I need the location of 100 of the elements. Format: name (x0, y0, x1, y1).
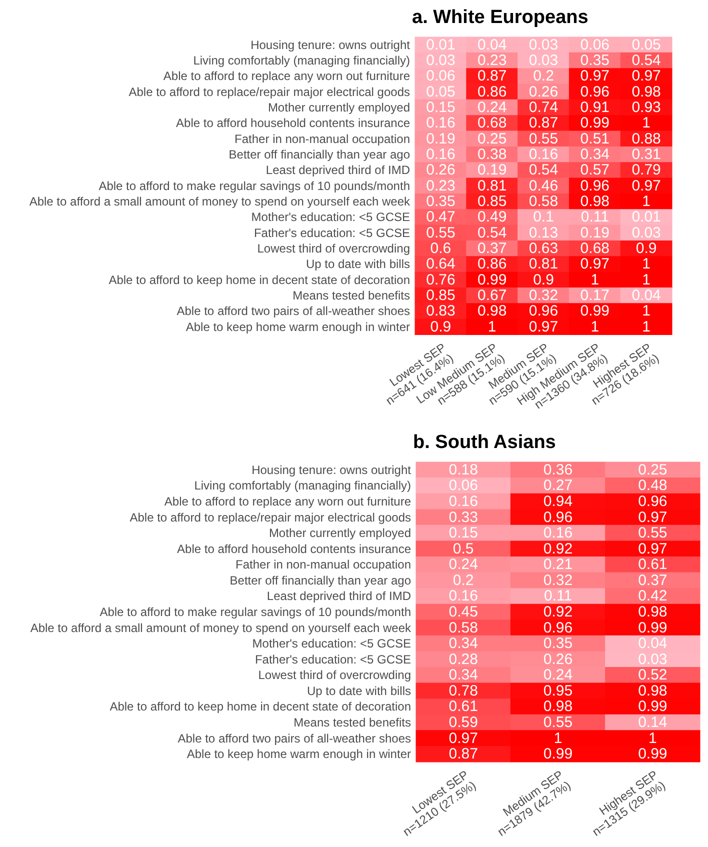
y-tick-label: Able to afford two pairs of all-weather shoes (178, 731, 411, 746)
y-tick-label: Living comfortably (managing financially) (194, 478, 411, 493)
data-label: 0.31 (632, 146, 661, 164)
y-tick-label: Mother's education: <5 GCSE (251, 210, 410, 224)
data-label: 0.99 (638, 698, 668, 716)
data-label: 0.18 (448, 461, 478, 478)
data-label: 0.45 (448, 604, 478, 620)
data-label: 1 (642, 318, 650, 336)
data-label: 0.49 (478, 208, 507, 226)
data-label: 0.79 (632, 162, 661, 179)
data-label: 0.52 (638, 666, 668, 684)
data-label: 0.03 (638, 650, 668, 668)
data-label: 0.81 (528, 256, 558, 273)
y-tick-label: Lowest third of overcrowding (257, 242, 410, 256)
data-label: 1 (642, 302, 650, 320)
data-label: 0.06 (580, 36, 610, 54)
data-label: 0.68 (478, 114, 507, 132)
data-label: 0.04 (632, 287, 661, 304)
data-label: 0.9 (533, 271, 554, 288)
data-label: 0.74 (528, 99, 558, 116)
data-label: 0.97 (580, 68, 610, 85)
data-label: 0.19 (478, 162, 507, 179)
y-tick-label: Able to afford to replace any worn out furniture (164, 494, 412, 508)
data-label: 0.96 (528, 302, 558, 320)
y-tick-label: Living comfortably (managing financially) (193, 54, 410, 68)
y-tick-label: Least deprived third of IMD (266, 163, 410, 178)
data-label: 0.11 (580, 208, 609, 226)
data-label: 0.13 (528, 224, 558, 242)
data-label: 0.98 (580, 193, 610, 210)
data-label: 0.34 (448, 635, 478, 652)
y-tick-label: Better off financially than year ago (230, 573, 412, 588)
data-label: 0.97 (638, 540, 668, 558)
data-label: 0.99 (543, 746, 573, 763)
data-label: 0.96 (580, 177, 610, 194)
data-label: 1 (590, 271, 600, 288)
y-tick-label: Housing tenure: owns outright (252, 462, 412, 477)
data-label: 0.35 (580, 52, 610, 70)
data-label: 0.24 (543, 666, 573, 684)
data-label: 0.17 (580, 287, 610, 304)
data-label: 0.04 (638, 635, 668, 652)
y-tick-label: Lowest third of overcrowding (258, 668, 411, 682)
data-label: 0.99 (580, 302, 610, 320)
data-label: 0.15 (426, 99, 456, 116)
y-tick-label: Mother currently employed (268, 526, 411, 540)
data-label: 0.2 (452, 572, 474, 589)
data-label: 1 (642, 193, 650, 210)
data-label: 0.26 (426, 162, 456, 179)
data-label: 0.92 (543, 604, 573, 620)
y-tick-label: Able to afford to replace/repair major electrical goods (128, 84, 410, 99)
data-label: 1 (642, 256, 650, 273)
data-label: 0.86 (478, 256, 507, 273)
y-tick-label: Able to afford to replace any worn out furniture (163, 69, 410, 84)
data-label: 0.97 (638, 508, 668, 526)
data-label: 0.37 (478, 240, 507, 258)
data-label: 0.93 (632, 99, 661, 116)
data-label: 0.01 (632, 208, 661, 226)
data-label: 0.99 (638, 746, 668, 763)
data-label: 0.99 (478, 271, 507, 288)
data-label: 0.03 (632, 224, 661, 242)
y-tick-label: Father's education: <5 GCSE (254, 652, 411, 666)
data-label: 0.06 (426, 68, 456, 85)
y-tick-label: Able to afford to make regular savings of 10 pounds/month (98, 178, 410, 193)
data-label: 0.98 (543, 698, 573, 716)
data-label: 0.61 (448, 698, 478, 716)
y-tick-label: Better off financially than year ago (228, 148, 410, 162)
data-label: 0.98 (632, 83, 661, 100)
data-label: 0.26 (528, 83, 558, 100)
data-label: 0.67 (478, 287, 507, 304)
data-label: 0.57 (580, 162, 610, 179)
data-label: 0.63 (528, 240, 558, 258)
data-label: 0.16 (448, 588, 478, 605)
data-label: 0.5 (452, 540, 474, 558)
data-label: 0.48 (638, 477, 668, 494)
y-tick-label: Father in non-manual occupation (236, 558, 411, 572)
data-label: 0.91 (580, 99, 610, 116)
data-label: 0.25 (638, 461, 668, 478)
data-label: 1 (554, 730, 562, 747)
data-label: 0.97 (448, 730, 478, 747)
data-label: 0.58 (528, 193, 558, 210)
data-label: 0.33 (448, 508, 478, 526)
data-label: 0.9 (636, 240, 657, 258)
data-label: 0.94 (543, 492, 573, 510)
data-label: 0.92 (543, 540, 573, 558)
data-label: 0.97 (632, 177, 661, 194)
data-label: 0.97 (528, 318, 558, 336)
data-label: 0.54 (478, 224, 507, 242)
y-tick-label: Housing tenure: owns outright (250, 38, 411, 52)
data-label: 0.55 (426, 224, 456, 242)
data-label: 0.87 (478, 68, 507, 85)
y-tick-label: Means tested benefits (294, 716, 411, 730)
data-label: 0.98 (638, 682, 668, 700)
data-label: 0.61 (638, 556, 668, 574)
data-label: 0.26 (543, 650, 573, 668)
data-label: 0.19 (426, 130, 456, 148)
data-label: 0.83 (426, 302, 456, 320)
y-tick-label: Least deprived third of IMD (266, 589, 412, 604)
data-label: 0.03 (528, 36, 558, 54)
data-label: 0.04 (478, 36, 507, 54)
data-label: 0.51 (580, 130, 610, 148)
data-label: 0.97 (632, 68, 661, 85)
